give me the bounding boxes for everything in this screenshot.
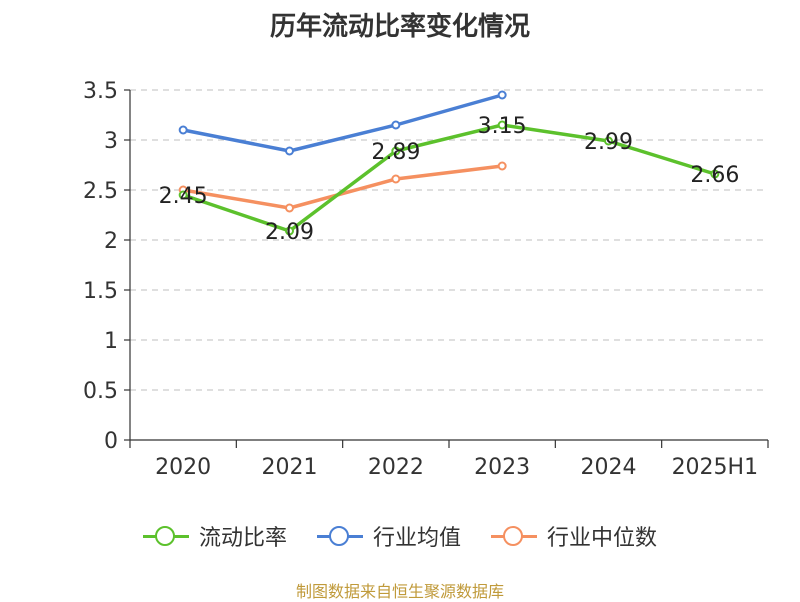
- series-line: [182, 93, 503, 153]
- series-line: [182, 123, 716, 233]
- legend-label: 行业均值: [372, 526, 461, 551]
- data-point: [391, 146, 401, 156]
- data-label: 2.66: [690, 163, 739, 188]
- data-point: [710, 169, 720, 179]
- y-tick-label: 1: [104, 329, 118, 354]
- data-point: [178, 125, 188, 135]
- y-tick-label: 2: [104, 229, 118, 254]
- legend-item[interactable]: 流动比率: [142, 520, 287, 552]
- legend-item[interactable]: 行业均值: [316, 520, 461, 552]
- x-tick-label: 2021: [262, 455, 318, 480]
- x-tick-label: 2023: [474, 455, 530, 480]
- data-point: [497, 120, 507, 130]
- legend-marker: [503, 526, 523, 546]
- data-point: [178, 190, 188, 200]
- data-label: 2.89: [371, 140, 420, 165]
- data-label: 2.09: [265, 220, 314, 245]
- legend-swatch: [491, 526, 537, 546]
- y-tick-label: 3.5: [83, 79, 118, 104]
- x-tick-label: 2024: [581, 455, 637, 480]
- data-point: [391, 174, 401, 184]
- x-tick-label: 2025H1: [672, 455, 759, 480]
- data-label: 2.99: [584, 130, 633, 155]
- legend-item[interactable]: 行业中位数: [491, 520, 657, 552]
- legend-swatch: [316, 526, 363, 546]
- data-label: 3.15: [478, 114, 527, 139]
- data-point: [285, 226, 294, 236]
- chart-title: 历年流动比率变化情况: [269, 12, 530, 42]
- y-tick-label: 2.5: [83, 179, 118, 204]
- y-tick-label: 0.5: [83, 379, 118, 404]
- y-tick-label: 0: [104, 429, 118, 454]
- x-tick-label: 2020: [155, 455, 211, 480]
- legend-swatch: [142, 526, 189, 546]
- legend-label: 行业中位数: [547, 526, 658, 551]
- y-tick-label: 3: [104, 129, 118, 154]
- data-label: 2.45: [159, 184, 208, 209]
- chart-legend: 流动比率 行业均值 行业中位数: [0, 520, 800, 552]
- data-point: [497, 90, 507, 100]
- data-point: [497, 161, 507, 171]
- legend-marker: [154, 526, 175, 546]
- y-tick-label: 1.5: [83, 279, 118, 304]
- series-line: [182, 164, 503, 210]
- data-point: [604, 136, 613, 146]
- legend-marker: [328, 526, 349, 546]
- data-point: [285, 146, 294, 156]
- source-note: 制图数据来自恒生聚源数据库: [295, 582, 504, 601]
- x-tick-label: 2022: [368, 455, 424, 480]
- data-point: [391, 120, 401, 130]
- data-point: [285, 203, 294, 213]
- legend-label: 流动比率: [198, 526, 287, 551]
